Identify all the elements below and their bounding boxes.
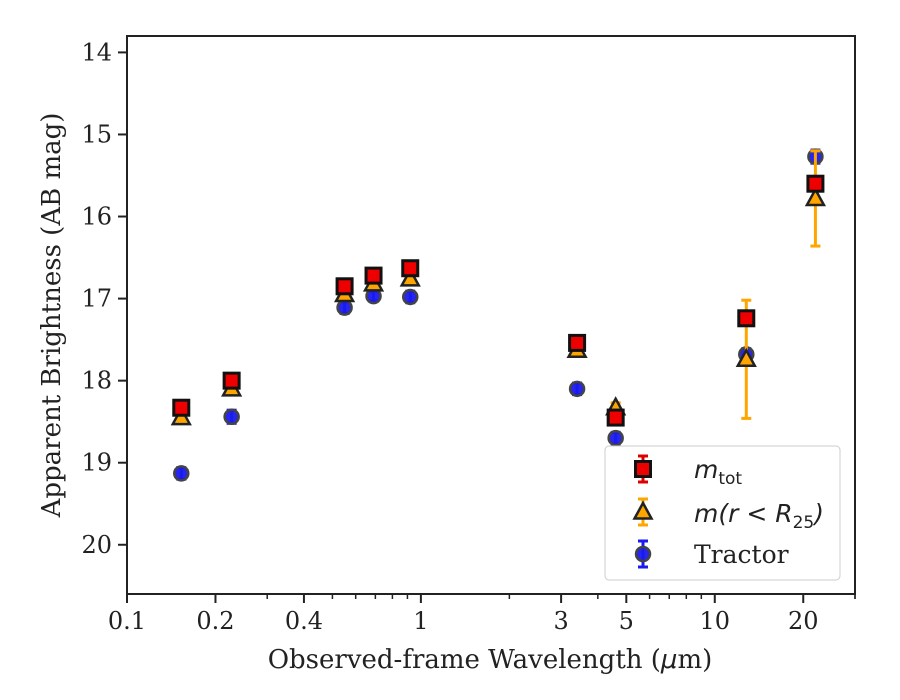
legend: mtot m(r < R25) Tractor — [604, 445, 841, 581]
y-tick-label: 20 — [81, 531, 112, 559]
legend-label-tractor: Tractor — [694, 540, 789, 569]
x-tick-label: 20 — [788, 607, 819, 635]
y-tick-label: 14 — [81, 38, 112, 66]
point-tractor-1 — [223, 408, 240, 426]
y-axis-label: Apparent Brightness (AB mag) — [37, 113, 67, 519]
legend-box — [604, 445, 841, 581]
y-tick-label: 16 — [81, 203, 112, 231]
legend-label-mr25-base: m — [694, 499, 718, 528]
x-axis-label-suffix: m) — [677, 645, 712, 675]
legend-marker-tractor — [634, 545, 652, 563]
x-tick-label: 10 — [700, 607, 731, 635]
legend-label-mr25: m(r < R25) — [694, 499, 824, 533]
y-tick-label: 19 — [81, 449, 112, 477]
point-tractor-6 — [607, 429, 624, 447]
point-mr25-8 — [804, 186, 827, 207]
point-mtot-3 — [364, 266, 383, 285]
x-axis-label-prefix: Observed-frame Wavelength ( — [268, 645, 661, 675]
point-mtot-7 — [737, 309, 756, 328]
point-mtot-5 — [568, 333, 587, 352]
plot-frame — [126, 35, 856, 595]
x-tick-label: 0.2 — [196, 607, 234, 635]
point-tractor-2 — [336, 299, 353, 316]
y-tick-label: 17 — [81, 285, 112, 313]
point-mtot-1 — [222, 371, 241, 390]
point-mtot-8 — [806, 174, 825, 193]
y-tick-label: 15 — [81, 120, 112, 148]
x-axis-label-mu: μ — [660, 645, 678, 675]
point-mr25-7 — [735, 347, 757, 368]
x-tick-label: 1 — [413, 607, 428, 635]
point-mtot-0 — [172, 398, 191, 417]
axis-layer: 0.1 0.2 0.4 1 3 5 10 20 14 15 16 17 18 19 20 — [81, 35, 856, 635]
legend-label-mr25-rest: (r < R — [718, 499, 792, 528]
legend-label-mr25-sub: 25 — [793, 513, 815, 533]
x-tick-label: 0.4 — [285, 607, 323, 635]
legend-label-mr25-close: ) — [812, 499, 824, 528]
point-mtot-6 — [606, 408, 625, 427]
point-mtot-4 — [401, 259, 420, 278]
point-mtot-2 — [335, 277, 354, 296]
point-tractor-5 — [568, 380, 586, 398]
x-tick-label: 3 — [553, 607, 568, 635]
legend-entries — [632, 454, 654, 569]
legend-label-mtot-base: m — [694, 455, 718, 484]
legend-marker-mr25 — [632, 500, 654, 520]
point-mr25-4 — [399, 267, 421, 287]
x-tick-label: 5 — [619, 607, 634, 635]
plot-layer — [170, 148, 827, 482]
point-tractor-0 — [173, 465, 190, 482]
legend-label-mtot-sub: tot — [718, 469, 742, 489]
legend-marker-mtot — [634, 460, 652, 478]
legend-label-mtot: mtot — [694, 455, 742, 489]
x-axis-label: Observed-frame Wavelength (μm) — [268, 645, 713, 675]
point-tractor-4 — [401, 288, 419, 306]
x-tick-label: 0.1 — [108, 607, 146, 635]
y-tick-label: 18 — [81, 367, 112, 395]
